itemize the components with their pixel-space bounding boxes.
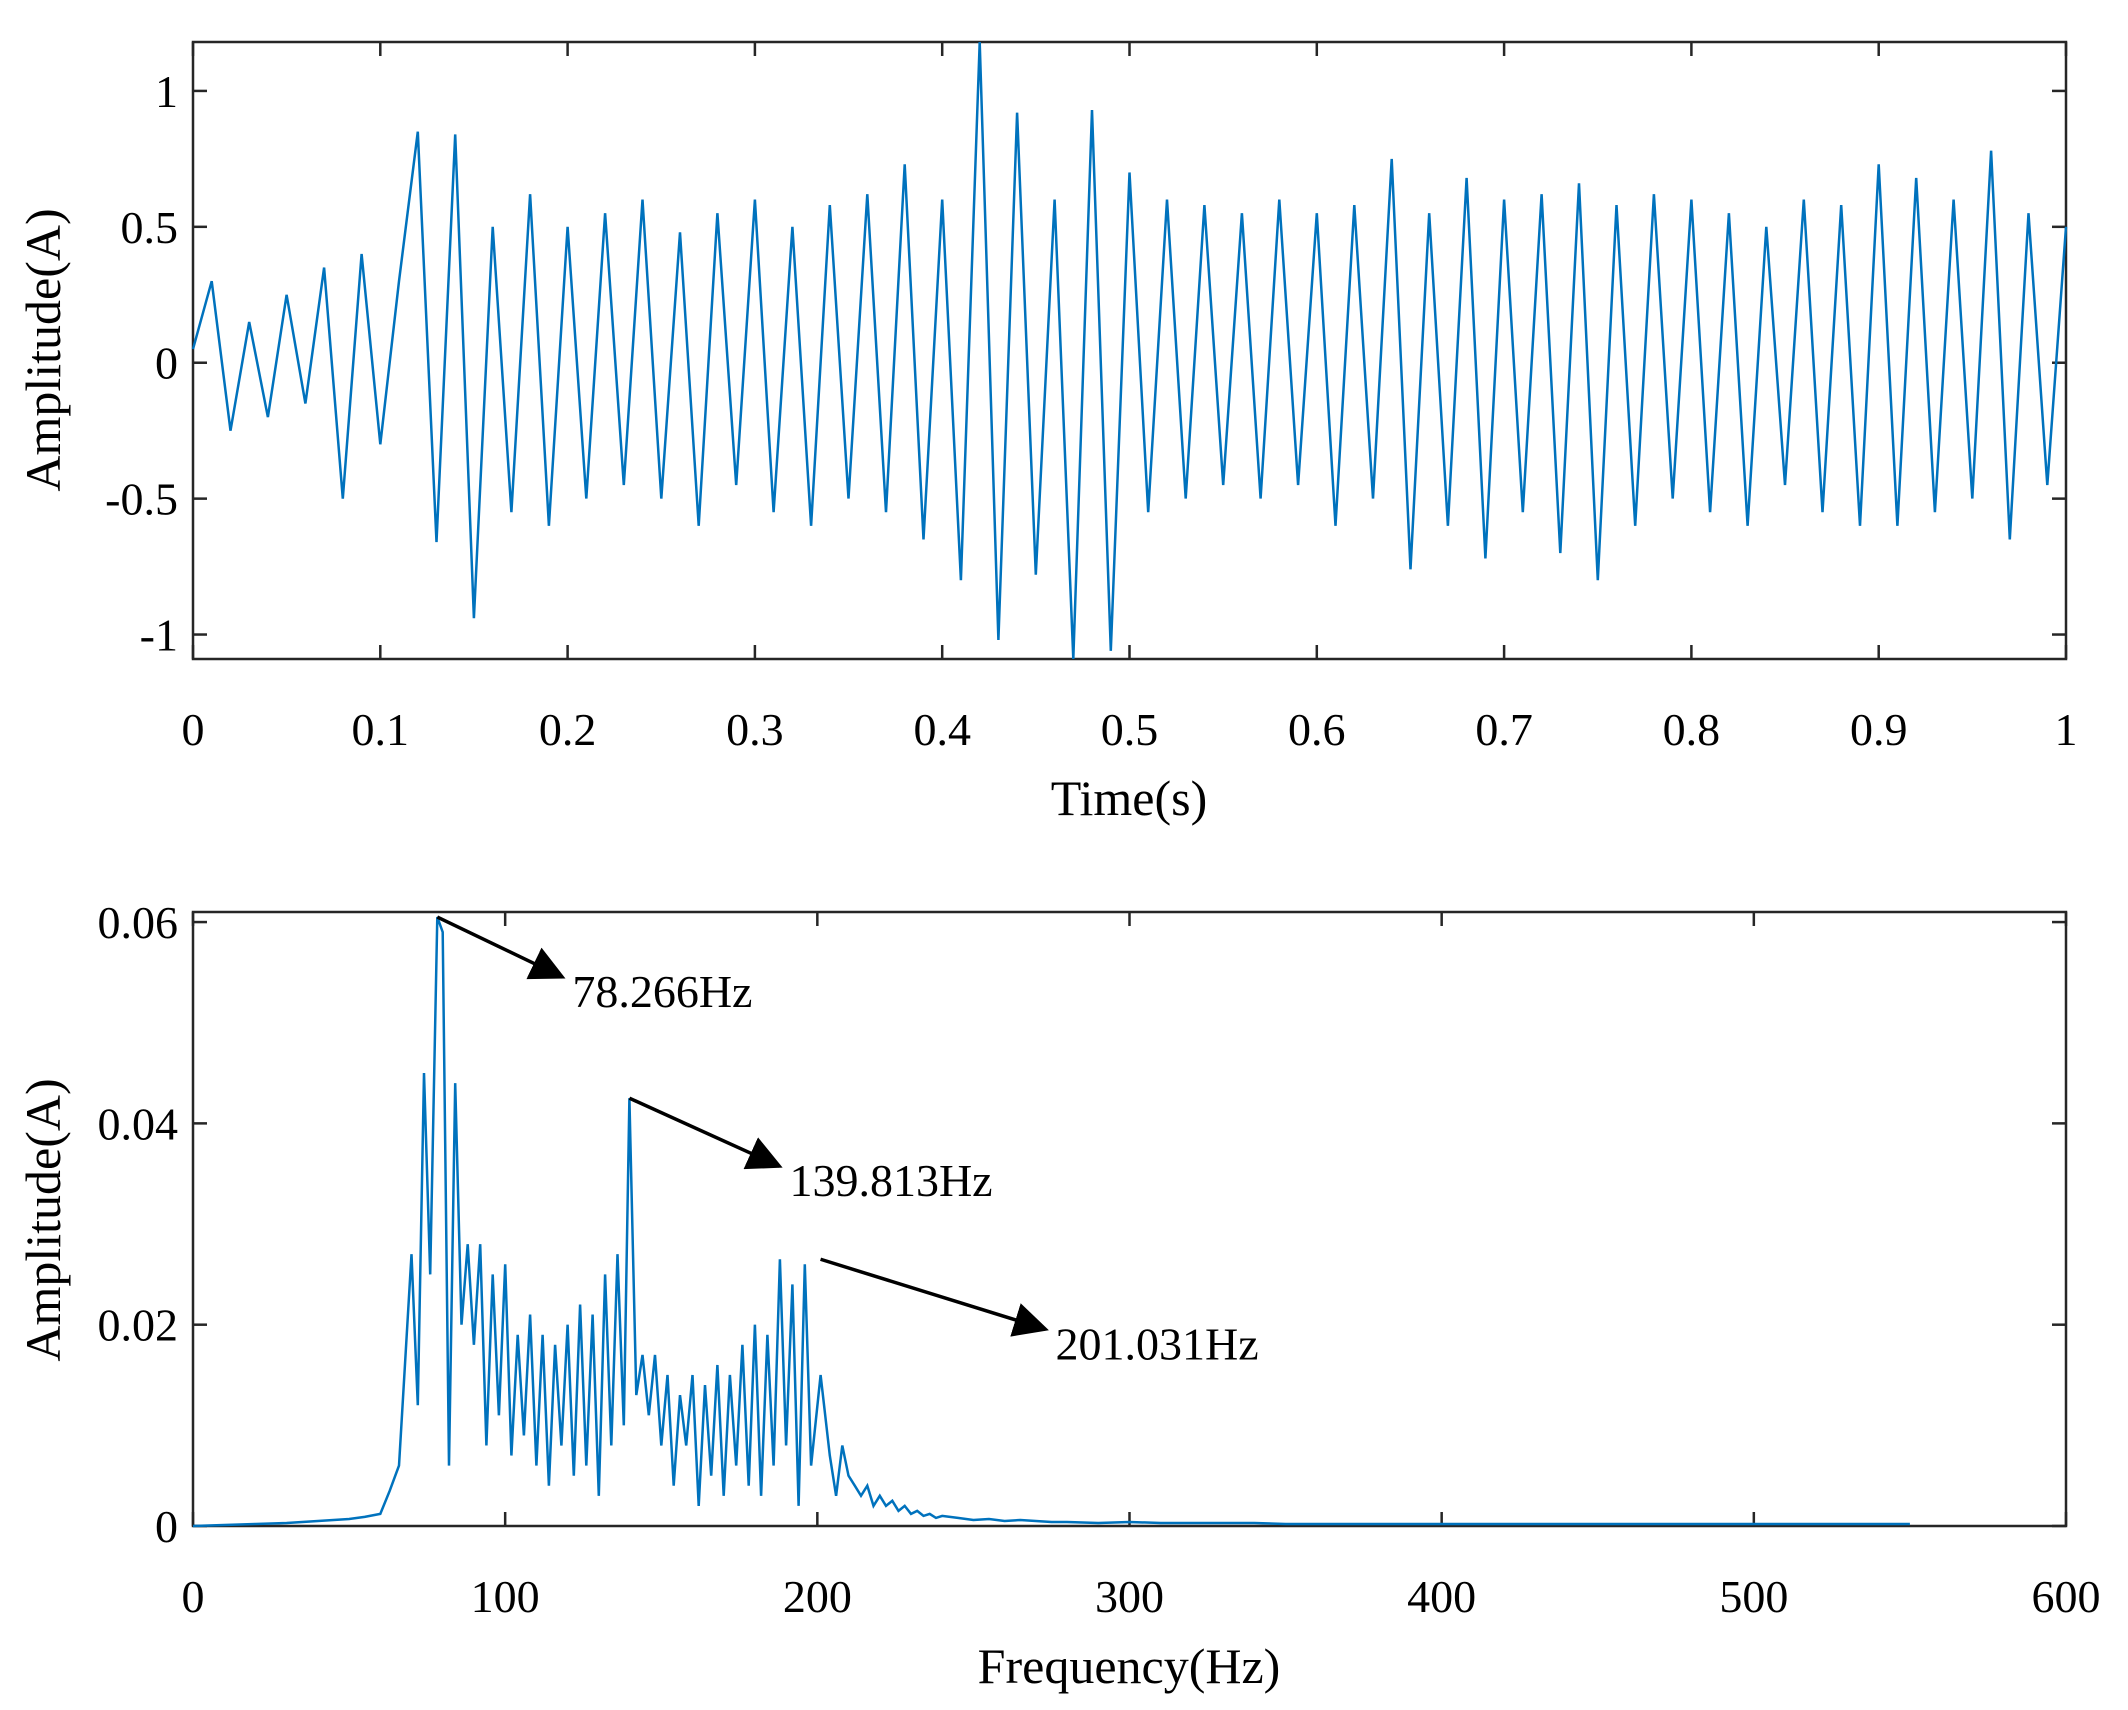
y-tick-label: 0.02 xyxy=(98,1300,179,1351)
plot-area-frame xyxy=(191,40,2068,661)
axis-ticks xyxy=(191,912,2068,1528)
x-tick-label: 0.6 xyxy=(1288,704,1346,755)
x-tick-label: 100 xyxy=(471,1571,540,1622)
plot-area-frame xyxy=(191,910,2068,1528)
axis-ticks xyxy=(191,42,2068,659)
x-tick-label: 300 xyxy=(1095,1571,1164,1622)
peak-annotations: 78.266Hz 139.813Hz 201.031Hz xyxy=(436,915,1259,1369)
x-axis-title: Frequency(Hz) xyxy=(978,1638,1281,1694)
x-tick-label: 0.9 xyxy=(1850,704,1908,755)
y-tick-label: 0.06 xyxy=(98,897,179,948)
x-tick-label: 0.8 xyxy=(1663,704,1721,755)
x-axis-title: Time(s) xyxy=(1051,770,1208,826)
x-tick-label: 0 xyxy=(182,704,205,755)
x-tick-label: 0.4 xyxy=(913,704,971,755)
frequency-spectrum-chart: 0 100 200 300 400 500 600 0.06 0.04 0.02 0 78.266… xyxy=(15,897,2101,1694)
x-tick-label: 0.3 xyxy=(726,704,784,755)
x-tick-label: 0.7 xyxy=(1475,704,1533,755)
x-tick-label: 400 xyxy=(1407,1571,1476,1622)
x-tick-label: 0 xyxy=(182,1571,205,1622)
x-tick-labels: 0 0.1 0.2 0.3 0.4 0.5 0.6 0.7 0.8 0.9 1 xyxy=(182,704,2078,755)
peak-label: 139.813Hz xyxy=(789,1155,992,1206)
y-tick-label: -1 xyxy=(140,610,178,661)
y-tick-label: 0.5 xyxy=(121,202,179,253)
y-tick-label: 0 xyxy=(155,1501,178,1552)
x-tick-label: 0.2 xyxy=(539,704,597,755)
peak-arrow xyxy=(820,1257,1049,1337)
signal-line xyxy=(191,41,2068,660)
y-tick-label: 0 xyxy=(155,338,178,389)
peak-arrow xyxy=(436,915,566,980)
x-tick-label: 500 xyxy=(1719,1571,1788,1622)
y-tick-labels: 0.06 0.04 0.02 0 xyxy=(98,897,179,1552)
y-tick-labels: 1 0.5 0 -0.5 -1 xyxy=(105,66,178,661)
y-tick-label: 1 xyxy=(155,66,178,117)
peak-label: 201.031Hz xyxy=(1056,1318,1259,1369)
y-axis-title: Amplitude(A) xyxy=(15,208,71,491)
x-tick-label: 0.5 xyxy=(1101,704,1159,755)
y-tick-label: -0.5 xyxy=(105,474,178,525)
x-tick-label: 600 xyxy=(2032,1571,2101,1622)
peak-label: 78.266Hz xyxy=(572,966,752,1017)
y-axis-title: Amplitude(A) xyxy=(15,1078,71,1361)
y-tick-label: 0.04 xyxy=(98,1098,179,1149)
x-tick-label: 1 xyxy=(2055,704,2078,755)
x-tick-labels: 0 100 200 300 400 500 600 xyxy=(182,1571,2101,1622)
x-tick-label: 200 xyxy=(783,1571,852,1622)
time-domain-chart: 0 0.1 0.2 0.3 0.4 0.5 0.6 0.7 0.8 0.9 1 1 0.5 0 -0.5 -… xyxy=(15,40,2078,826)
spectrum-line xyxy=(192,916,1910,1528)
x-tick-label: 0.1 xyxy=(352,704,410,755)
peak-arrow xyxy=(628,1096,783,1170)
